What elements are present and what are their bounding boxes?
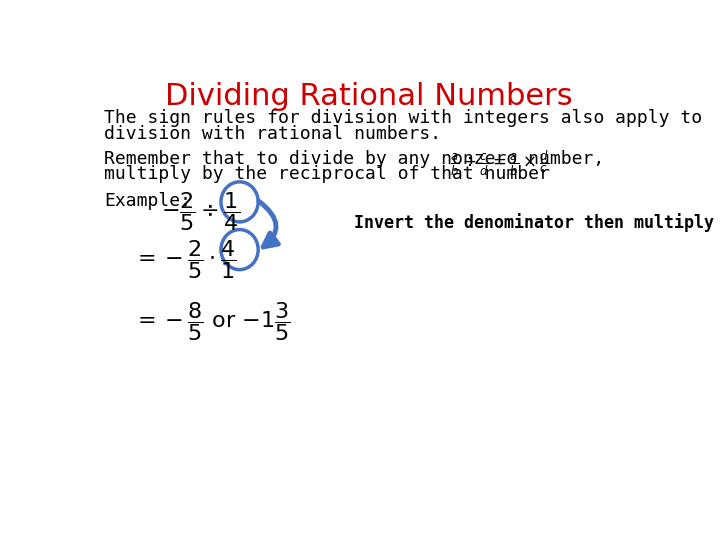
Text: The sign rules for division with integers also apply to: The sign rules for division with integer… bbox=[104, 110, 702, 127]
Text: $=-\dfrac{2}{5} \cdot \dfrac{4}{1}$: $=-\dfrac{2}{5} \cdot \dfrac{4}{1}$ bbox=[132, 238, 236, 281]
Text: $\frac{a}{b} \div \frac{c}{d} = \frac{a}{b} \times \frac{d}{c}$: $\frac{a}{b} \div \frac{c}{d} = \frac{a}… bbox=[451, 148, 549, 178]
Text: multiply by the reciprocal of that number: multiply by the reciprocal of that numbe… bbox=[104, 165, 550, 183]
Text: Example:: Example: bbox=[104, 192, 191, 210]
Text: $-\dfrac{2}{5} \div \dfrac{1}{4}$: $-\dfrac{2}{5} \div \dfrac{1}{4}$ bbox=[161, 190, 240, 233]
Text: division with rational numbers.: division with rational numbers. bbox=[104, 125, 441, 143]
Text: Invert the denominator then multiply: Invert the denominator then multiply bbox=[354, 213, 714, 232]
Text: $=-\dfrac{8}{5}\ \mathrm{or}\ {-1}\dfrac{3}{5}$: $=-\dfrac{8}{5}\ \mathrm{or}\ {-1}\dfrac… bbox=[132, 300, 290, 342]
Text: Dividing Rational Numbers: Dividing Rational Numbers bbox=[165, 82, 573, 111]
Text: Remember that to divide by any nonzero number,: Remember that to divide by any nonzero n… bbox=[104, 150, 604, 167]
